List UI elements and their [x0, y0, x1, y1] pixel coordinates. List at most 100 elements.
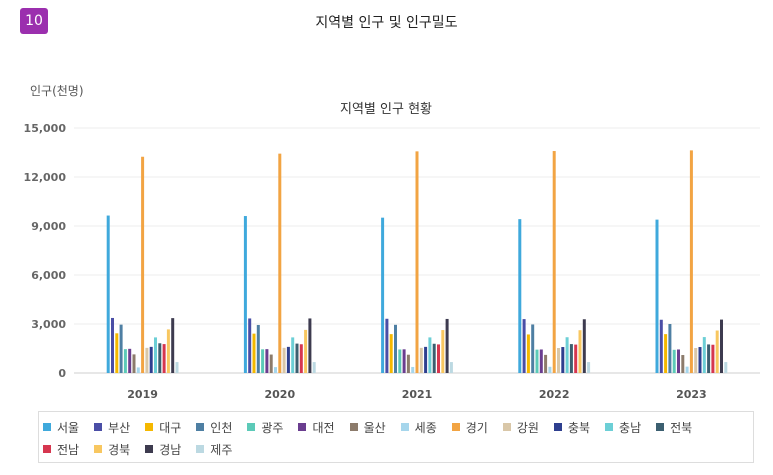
legend-swatch: [502, 423, 511, 431]
bar-2023-강원: [694, 348, 698, 373]
page-title: 지역별 인구 및 인구밀도: [315, 15, 458, 31]
bar-2022-대전: [539, 349, 543, 373]
bar-2021-세종: [411, 366, 415, 373]
bar-2019-서울: [106, 215, 110, 373]
bar-2021-대전: [402, 349, 406, 373]
x-tick-label: 2020: [264, 388, 295, 401]
legend-swatch: [605, 423, 614, 431]
legend-label: 강원: [516, 420, 539, 435]
bar-2021-강원: [419, 347, 423, 373]
bar-2023-전남: [711, 344, 715, 373]
legend-item: 충남: [605, 416, 641, 438]
bar-2020-부산: [248, 318, 252, 373]
bar-2022-강원: [557, 348, 560, 373]
bar-2020-서울: [243, 216, 247, 373]
bar-2022-경기: [552, 151, 556, 373]
legend-item: 경북: [94, 438, 130, 460]
y-tick-label: 9,000: [31, 220, 66, 233]
bar-2023-대전: [677, 349, 680, 373]
legend-swatch: [94, 445, 103, 453]
bar-2019-충남: [154, 337, 157, 373]
legend-label: 제주: [210, 442, 233, 457]
legend-item: 경남: [145, 438, 181, 460]
legend-label: 대구: [159, 420, 182, 435]
bar-2022-경북: [578, 330, 582, 373]
legend-label: 충북: [567, 420, 591, 435]
x-tick-label: 2019: [127, 388, 158, 401]
bar-2019-대전: [128, 348, 132, 373]
y-tick-label: 15,000: [24, 122, 67, 135]
bar-2020-전남: [299, 344, 303, 373]
bar-2019-대구: [115, 333, 119, 373]
x-tick-label: 2023: [676, 388, 707, 401]
bar-2023-광주: [672, 349, 676, 373]
population-bar-chart: 인구(천명) 지역별 인구 현황 0 3,000 6,000 9,000 12,000 1…: [24, 83, 760, 401]
legend-swatch: [400, 423, 409, 431]
bar-2019-강원: [145, 347, 149, 373]
bar-2020-제주: [312, 362, 316, 373]
bar-2020-대구: [252, 333, 256, 373]
bar-2021-경북: [441, 330, 445, 373]
y-tick-label: 12,000: [24, 171, 67, 184]
bar-2020-강원: [282, 347, 286, 373]
bar-2023-경기: [689, 150, 693, 373]
legend-item: 전남: [43, 438, 79, 460]
bar-2022-충북: [561, 347, 565, 373]
bar-2022-충남: [565, 337, 569, 373]
x-tick-label: 2021: [402, 388, 433, 401]
bar-2022-전북: [569, 344, 573, 373]
bar-2020-인천: [256, 324, 260, 373]
bar-2021-울산: [406, 354, 410, 373]
bar-2020-충남: [291, 337, 295, 373]
chart-legend: 서울 부산 대구 인천 광주 대전 울산 세종 경기 강원 충북 충남 전북 전남 경북 경남 제주: [38, 411, 754, 463]
bar-2019-세종: [136, 367, 140, 373]
bar-2022-부산: [522, 319, 526, 373]
bar-2020-세종: [274, 367, 277, 373]
legend-item: 부산: [94, 416, 130, 438]
bar-2020-전북: [295, 343, 299, 373]
bar-2021-전남: [437, 344, 440, 373]
bar-2023-인천: [668, 324, 672, 373]
legend-label: 인천: [210, 420, 233, 435]
legend-swatch: [451, 423, 460, 431]
legend-label: 세종: [414, 420, 437, 435]
bar-2023-전북: [707, 344, 711, 373]
legend-item: 인천: [196, 416, 232, 438]
legend-label: 부산: [108, 420, 131, 435]
bar-2019-울산: [132, 354, 136, 373]
legend-swatch: [298, 423, 307, 431]
bar-2019-부산: [111, 317, 114, 373]
legend-item: 강원: [502, 416, 539, 438]
legend-item: 제주: [196, 438, 232, 460]
bar-2020-충북: [286, 346, 290, 373]
y-tick-label: 6,000: [31, 269, 66, 282]
bar-2022-세종: [548, 366, 552, 373]
legend-label: 서울: [57, 420, 80, 435]
bar-2022-광주: [535, 349, 539, 373]
legend-item: 전북: [656, 416, 692, 438]
bar-2019-충북: [149, 346, 153, 373]
legend-label: 울산: [363, 420, 386, 435]
legend-item: 대구: [145, 416, 181, 438]
legend-swatch: [553, 423, 562, 431]
bar-2022-경남: [582, 319, 586, 373]
y-axis-label: 인구(천명): [30, 83, 84, 98]
bar-2023-부산: [659, 319, 663, 373]
bar-2020-경남: [308, 318, 312, 373]
bar-2019-경북: [166, 329, 170, 373]
bar-2021-대구: [389, 334, 393, 373]
legend-item: 서울: [43, 416, 79, 438]
bar-2020-경북: [304, 329, 308, 373]
legend-item: 경기: [451, 416, 488, 438]
bar-2020-경기: [278, 153, 282, 373]
legend-swatch: [247, 423, 256, 431]
bar-2019-경남: [171, 318, 175, 373]
bar-2023-서울: [655, 219, 659, 373]
bar-2021-전북: [432, 343, 436, 373]
bar-2021-부산: [385, 318, 389, 373]
legend-item: 충북: [553, 416, 591, 438]
bar-2019-광주: [123, 349, 127, 373]
bar-2021-광주: [398, 349, 402, 373]
legend-label: 전남: [57, 442, 80, 457]
bar-2023-대구: [664, 334, 668, 373]
